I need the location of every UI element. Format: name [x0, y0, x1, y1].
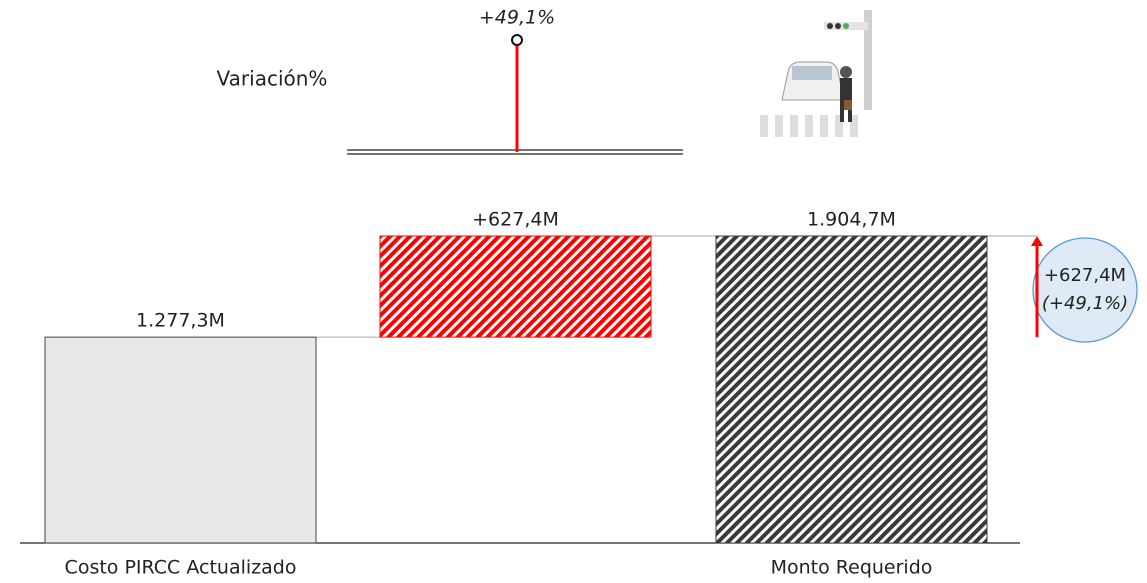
x-tick-label: Monto Requerido — [771, 557, 933, 579]
variation-label: Variación% — [217, 67, 328, 91]
variation-marker — [511, 34, 523, 47]
annotation-circle — [1032, 237, 1138, 343]
pedestrian-icon — [760, 10, 872, 137]
bar — [715, 235, 988, 544]
bar — [44, 336, 317, 544]
value-label: 1.277,3M — [136, 310, 225, 332]
value-label: +627,4M — [472, 209, 559, 231]
variation-value-label: +49,1% — [479, 7, 555, 29]
bar — [379, 235, 652, 338]
change-arrow-head — [1031, 236, 1043, 246]
annotation: +627,4M — [1044, 265, 1126, 286]
value-label: 1.904,7M — [807, 209, 896, 231]
x-tick-label: Costo PIRCC Actualizado — [65, 557, 297, 579]
annotation: (+49,1%) — [1042, 293, 1128, 314]
